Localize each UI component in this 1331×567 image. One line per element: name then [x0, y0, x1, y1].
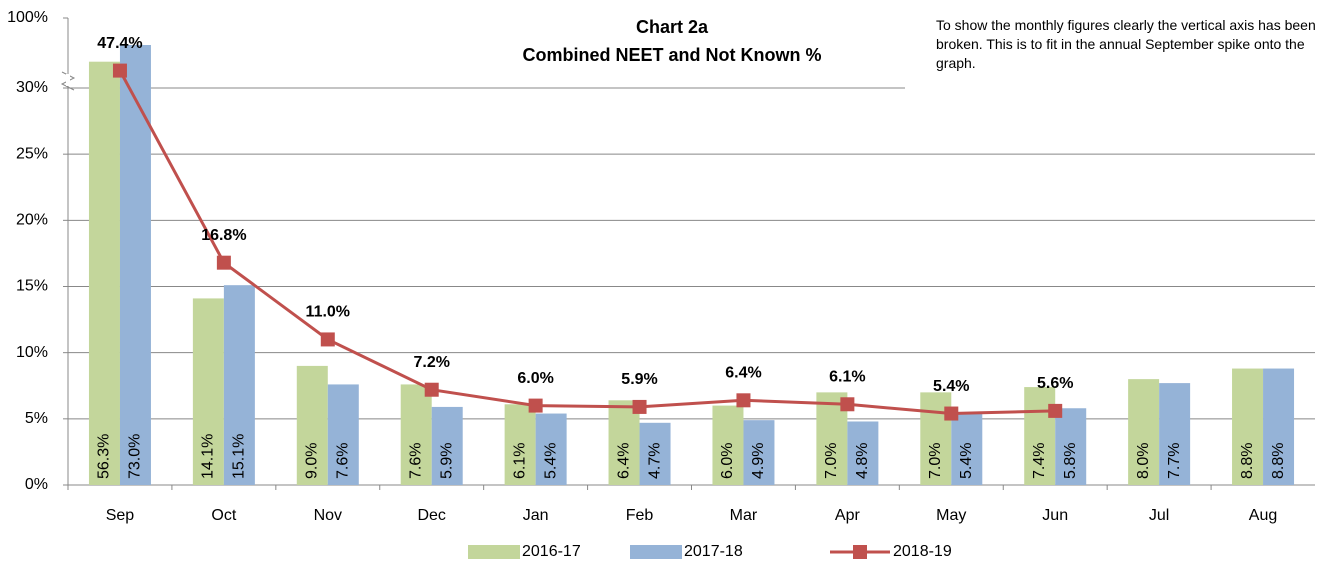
legend-swatch [468, 545, 520, 559]
bar-value-label: 14.1% [200, 434, 217, 479]
line [118, 69, 1056, 416]
bar-value-label: 7.6% [407, 443, 424, 479]
y-tick-label: 0% [25, 476, 48, 493]
bar [400, 384, 432, 485]
bar-value-label: 6.1% [511, 443, 528, 479]
bar-value-label: 7.6% [335, 443, 352, 479]
bar-value-label: 6.0% [719, 443, 736, 479]
y-tick-label: 15% [16, 278, 48, 295]
x-tick-label: Oct [211, 507, 236, 524]
bar-value-label: 5.4% [542, 443, 559, 479]
legend-swatch [630, 545, 682, 559]
marker [840, 397, 855, 412]
bar-value-label: 8.0% [1135, 443, 1152, 479]
marker [216, 255, 231, 270]
bar-value-label: 7.4% [1031, 443, 1048, 479]
y-tick-label: 30% [16, 79, 48, 96]
x-tick-label: Aug [1249, 507, 1277, 524]
line-value-label: 6.0% [517, 370, 553, 387]
bar-value-label: 7.7% [1166, 443, 1183, 479]
x-tick-label: Jun [1042, 507, 1068, 524]
line-value-label: 6.4% [725, 365, 761, 382]
bar [951, 413, 983, 485]
marker [736, 393, 751, 408]
bar-value-label: 7.0% [927, 443, 944, 479]
marker [424, 382, 439, 397]
bar [743, 420, 775, 485]
bar [504, 404, 536, 485]
bar [1263, 368, 1295, 485]
bar-value-label: 5.9% [438, 443, 455, 479]
bar [608, 400, 640, 485]
marker [944, 406, 959, 421]
legend-label: 2018-19 [893, 543, 952, 560]
line-value-label: 47.4% [97, 35, 142, 52]
bar-value-label: 4.9% [750, 443, 767, 479]
line-value-label: 5.4% [933, 378, 969, 395]
legend-label: 2016-17 [522, 543, 581, 560]
x-tick-label: Sep [106, 507, 135, 524]
marker [1048, 403, 1063, 418]
line-value-label: 7.2% [413, 354, 449, 371]
y-tick-label: 20% [16, 212, 48, 229]
bar-value-label: 9.0% [304, 443, 321, 479]
bar-value-label: 4.8% [854, 443, 871, 479]
bar [192, 298, 224, 485]
x-tick-label: Apr [835, 507, 861, 524]
bar [88, 61, 120, 485]
bar [296, 365, 328, 485]
chart-subtitle: Combined NEET and Not Known % [523, 45, 822, 65]
bar [1232, 368, 1264, 485]
marker [528, 398, 543, 413]
bar [535, 413, 567, 485]
bar [639, 422, 671, 485]
bar-value-label: 7.0% [823, 443, 840, 479]
bar [712, 405, 744, 485]
marker [112, 63, 127, 78]
bar [1159, 383, 1191, 485]
x-tick-label: Mar [730, 507, 758, 524]
x-tick-label: May [936, 507, 966, 524]
y-tick-label: 10% [16, 344, 48, 361]
bar [327, 384, 359, 485]
bar [431, 406, 463, 485]
chart-title: Chart 2a [636, 17, 709, 37]
bar-value-label: 15.1% [231, 434, 248, 479]
x-tick-label: Jul [1149, 507, 1169, 524]
bar-value-label: 5.4% [958, 443, 975, 479]
bar-value-label: 4.7% [646, 443, 663, 479]
y-tick-label: 25% [16, 145, 48, 162]
line-value-label: 5.6% [1037, 375, 1073, 392]
bar [1055, 408, 1087, 485]
bar [1128, 379, 1160, 485]
line-value-label: 5.9% [621, 371, 657, 388]
line-value-label: 11.0% [306, 304, 350, 321]
marker [632, 399, 647, 414]
bar [223, 285, 255, 485]
y-tick-label: 5% [25, 410, 48, 427]
x-tick-label: Feb [626, 507, 654, 524]
line-value-label: 16.8% [201, 227, 246, 244]
bar-value-label: 8.8% [1239, 443, 1256, 479]
bar-value-label: 56.3% [96, 434, 113, 479]
y-tick-label: 100% [7, 9, 48, 26]
bar [847, 421, 879, 485]
x-tick-label: Dec [417, 507, 445, 524]
legend-swatch [853, 545, 867, 559]
bar [119, 45, 151, 485]
annotation: To show the monthly figures clearly the … [936, 17, 1316, 71]
line-value-label: 6.1% [829, 368, 865, 385]
marker [320, 332, 335, 347]
x-tick-label: Nov [314, 507, 342, 524]
bar-value-label: 5.8% [1062, 443, 1079, 479]
bar-value-label: 73.0% [127, 434, 144, 479]
bar-value-label: 6.4% [615, 443, 632, 479]
x-tick-label: Jan [523, 507, 549, 524]
legend-label: 2017-18 [684, 543, 743, 560]
bar-value-label: 8.8% [1270, 443, 1287, 479]
break-gap [66, 74, 70, 86]
bar [1024, 387, 1056, 485]
